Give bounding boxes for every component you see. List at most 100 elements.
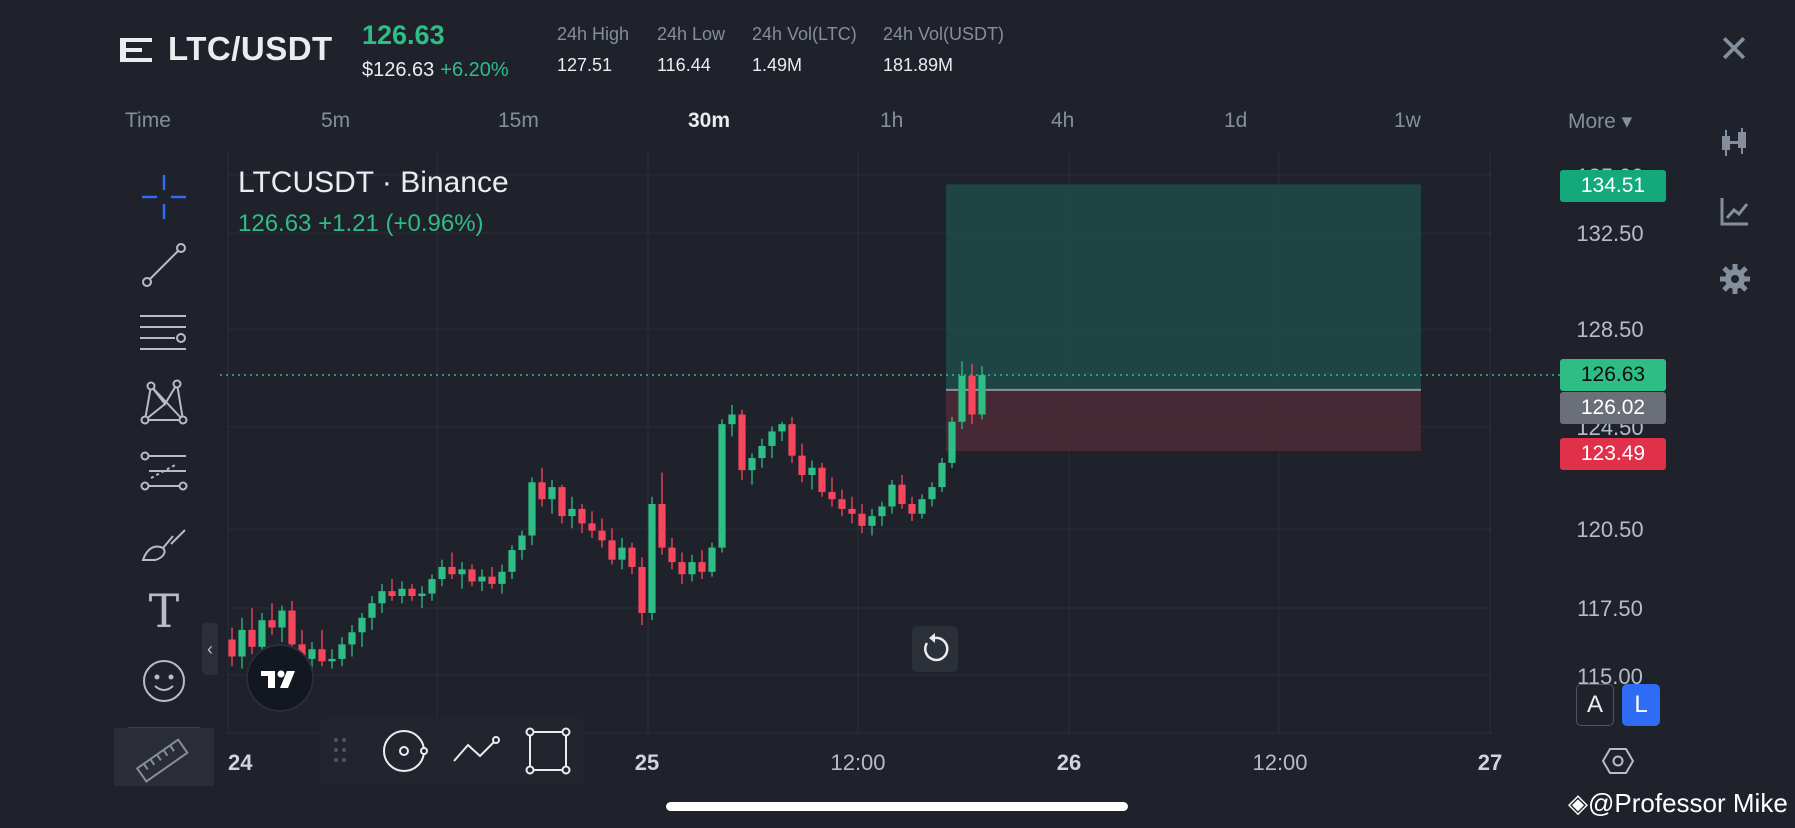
crosshair-icon[interactable]: [137, 170, 191, 224]
candle: [468, 564, 476, 587]
candle-body: [768, 431, 776, 446]
text-icon[interactable]: T: [148, 584, 180, 638]
tradingview-logo-icon: [261, 670, 295, 688]
interval-4h[interactable]: 4h: [1051, 109, 1075, 132]
path-tool-icon: [453, 736, 500, 762]
reset-chart-button[interactable]: [912, 626, 958, 672]
candle-body: [828, 491, 836, 500]
candle-body: [478, 576, 486, 582]
candle-body: [638, 566, 646, 613]
candle-body: [778, 424, 786, 432]
candle-body: [928, 487, 936, 500]
brush-icon[interactable]: [137, 514, 191, 568]
candle: [888, 479, 896, 514]
candle-body: [618, 547, 626, 560]
candle: [288, 600, 296, 652]
candle: [898, 475, 906, 509]
candle: [578, 504, 586, 534]
candle: [328, 649, 336, 669]
auto-scale-button[interactable]: A: [1576, 684, 1614, 726]
indicators-icon[interactable]: [1718, 194, 1752, 228]
trendline-icon[interactable]: [137, 238, 191, 292]
candle: [808, 460, 816, 490]
pair-title[interactable]: LTC/USDT: [168, 30, 333, 67]
stat-label: 24h Vol(USDT): [883, 24, 1005, 44]
collapse-toolbar-button[interactable]: ‹: [202, 623, 218, 675]
candle-body: [368, 603, 376, 618]
candle-body: [848, 508, 856, 514]
log-scale-button[interactable]: L: [1622, 684, 1660, 726]
axis-labels: 135.00132.50128.50124.50120.50117.50115.…: [228, 164, 1644, 775]
candle-body: [508, 550, 516, 572]
candle-body: [448, 566, 456, 575]
interval-15m[interactable]: 15m: [498, 109, 539, 132]
stat-24h-vol-usdt: 24h Vol(USDT) 181.89M: [883, 24, 1004, 76]
candle-body: [878, 506, 886, 517]
interval-1h[interactable]: 1h: [880, 109, 904, 132]
candle-body: [648, 504, 656, 613]
interval-1d[interactable]: 1d: [1224, 109, 1248, 132]
candle-body: [518, 535, 526, 551]
candle-body: [628, 547, 636, 567]
candle: [938, 458, 946, 492]
candle-body: [748, 458, 756, 471]
candle: [458, 562, 466, 589]
candle: [848, 496, 856, 524]
interval-5m[interactable]: 5m: [321, 109, 351, 132]
candlestick-type-icon[interactable]: [1718, 126, 1752, 160]
chart-legend-title: LTCUSDT · Binance: [238, 166, 509, 199]
emoji-icon[interactable]: [137, 654, 191, 708]
pattern-icon[interactable]: [137, 374, 191, 428]
candle: [748, 453, 756, 485]
candle-body: [588, 523, 596, 531]
stat-value: 181.89M: [883, 55, 954, 75]
candle-body: [948, 421, 956, 463]
candle-body: [308, 649, 316, 659]
ruler-tool[interactable]: [114, 728, 214, 786]
candle: [378, 583, 386, 613]
candle-body: [938, 462, 946, 488]
target-zone: [946, 184, 1421, 390]
candle: [628, 542, 636, 575]
candle-body: [258, 620, 266, 647]
candle: [978, 366, 986, 420]
hexagon-settings-icon[interactable]: [1602, 746, 1634, 776]
candle: [948, 416, 956, 468]
interval-1w[interactable]: 1w: [1394, 109, 1421, 132]
tradingview-logo[interactable]: [246, 644, 314, 712]
candles: [228, 361, 986, 672]
reset-icon: [924, 633, 949, 662]
candle: [538, 467, 546, 507]
menu-icon[interactable]: [120, 34, 152, 66]
stat-24h-high: 24h High 127.51: [557, 24, 629, 76]
candle: [648, 496, 656, 621]
candle-body: [558, 487, 566, 517]
price-subline: $126.63 +6.20%: [362, 59, 509, 82]
candle-body: [548, 487, 556, 500]
candle-body: [238, 629, 246, 657]
horizontal-lines-icon[interactable]: [137, 306, 191, 360]
candle-body: [808, 467, 816, 475]
candle: [398, 581, 406, 604]
candle: [678, 552, 686, 584]
candle: [758, 438, 766, 468]
stat-value: 116.44: [657, 55, 711, 75]
time-axis-label: 27: [1478, 750, 1502, 775]
candle-body: [688, 562, 696, 575]
candle-body: [288, 610, 296, 645]
close-icon[interactable]: ✕: [1718, 29, 1750, 71]
more-dropdown[interactable]: More ▾: [1568, 110, 1633, 133]
interval-30m[interactable]: 30m: [688, 109, 731, 132]
candle: [418, 586, 426, 609]
time-label[interactable]: Time: [125, 109, 171, 132]
fib-icon[interactable]: [137, 444, 191, 498]
candle-body: [658, 504, 666, 548]
gear-icon[interactable]: [1718, 262, 1752, 296]
candle: [568, 496, 576, 529]
candle-body: [538, 482, 546, 500]
binance-diamond-icon: ◈: [1568, 788, 1588, 818]
candle-body: [718, 424, 726, 548]
candle: [598, 518, 606, 548]
candle-body: [858, 513, 866, 526]
